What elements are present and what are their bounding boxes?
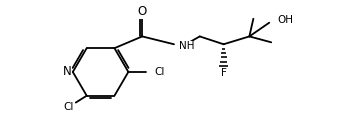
Text: NH: NH bbox=[179, 41, 194, 51]
Text: F: F bbox=[221, 68, 226, 78]
Text: Cl: Cl bbox=[64, 102, 74, 112]
Text: Cl: Cl bbox=[154, 67, 164, 77]
Text: O: O bbox=[138, 5, 147, 18]
Text: OH: OH bbox=[277, 15, 293, 25]
Text: N: N bbox=[63, 65, 71, 78]
